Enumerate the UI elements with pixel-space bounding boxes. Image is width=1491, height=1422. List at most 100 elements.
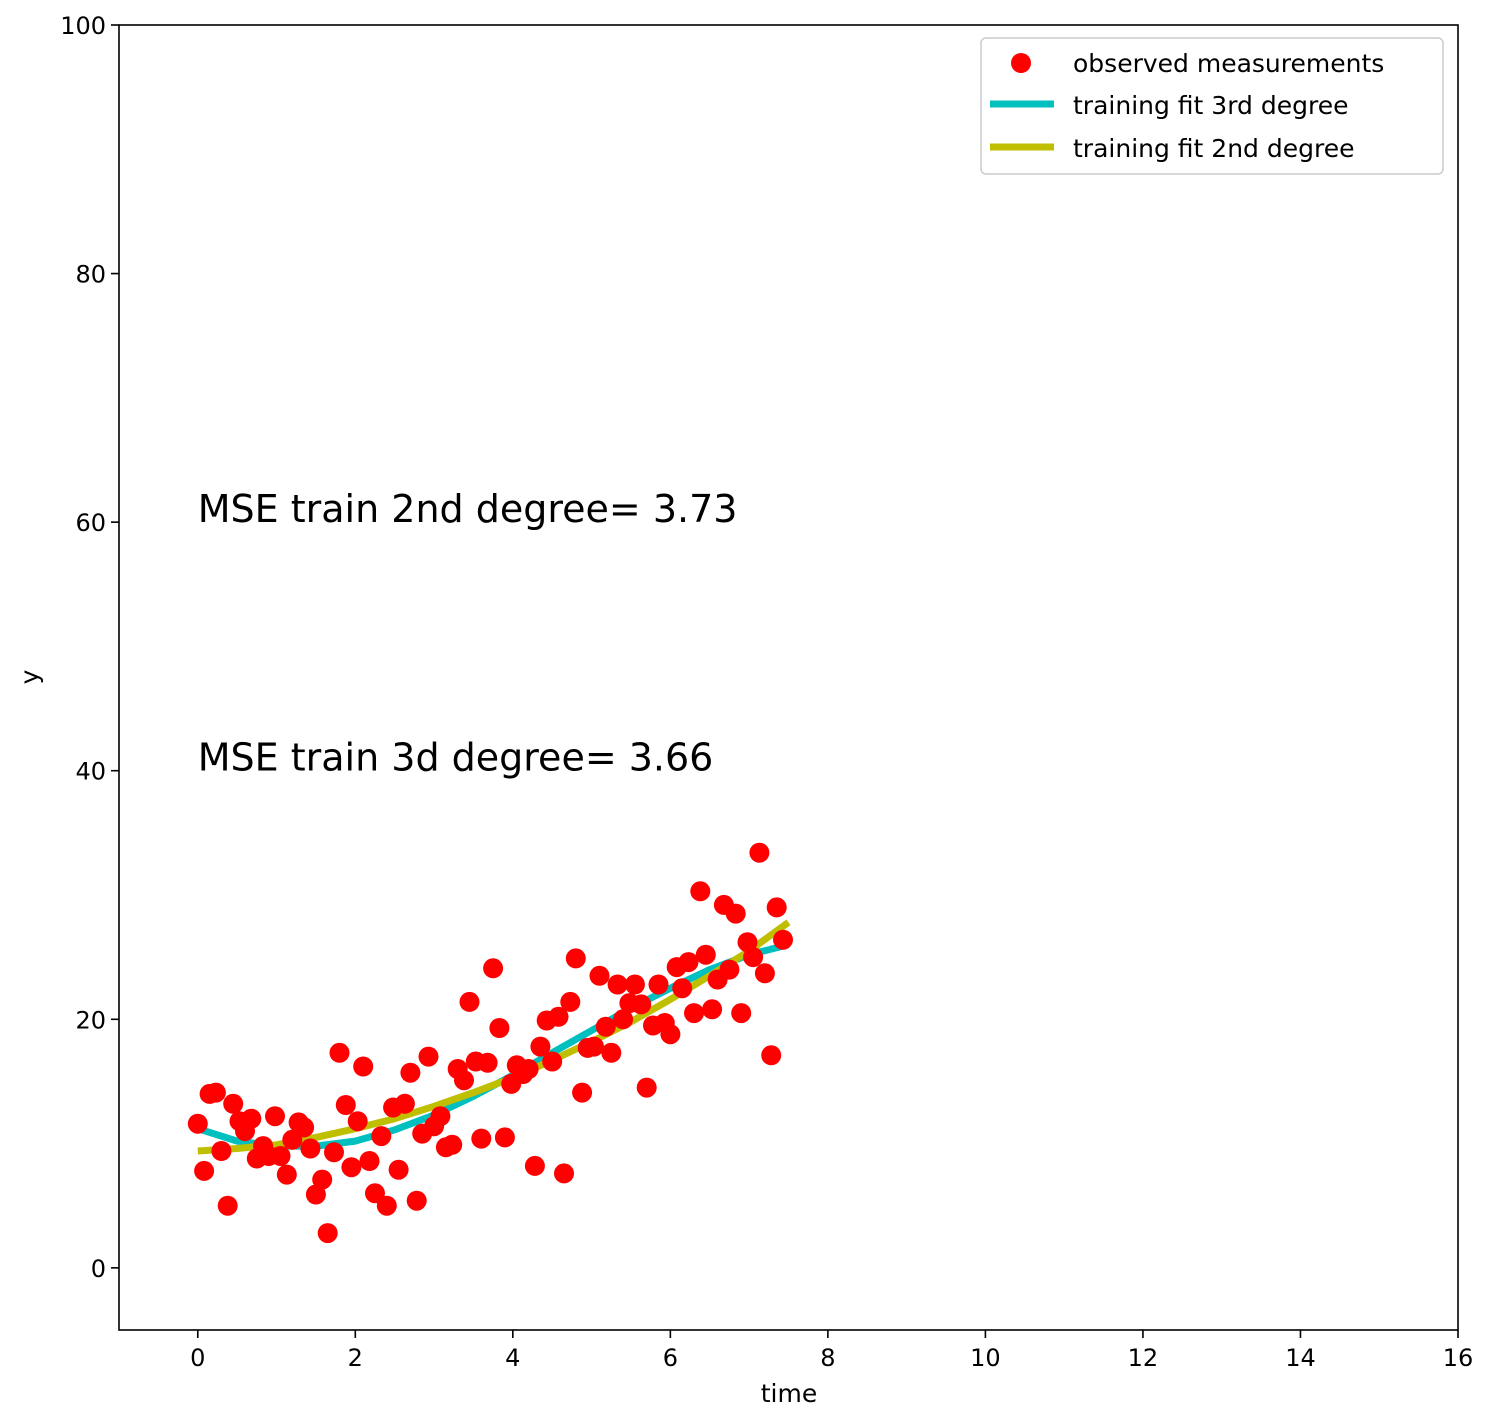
data-point xyxy=(595,1016,616,1037)
data-point xyxy=(702,999,723,1020)
data-point xyxy=(530,1036,551,1057)
data-point xyxy=(773,929,793,950)
data-point xyxy=(341,1157,362,1178)
mse-3rd-degree-annotation: MSE train 3d degree= 3.66 xyxy=(198,736,714,780)
y-tick-label: 40 xyxy=(75,758,106,786)
x-tick-label: 12 xyxy=(1128,1344,1159,1372)
data-point xyxy=(743,947,764,968)
data-point xyxy=(560,991,581,1012)
x-tick-label: 6 xyxy=(663,1344,678,1372)
data-point xyxy=(613,1009,634,1030)
data-point xyxy=(353,1056,374,1077)
data-point xyxy=(400,1062,421,1083)
data-point xyxy=(761,1045,782,1066)
data-point xyxy=(749,842,770,863)
data-point xyxy=(241,1108,262,1129)
legend: observed measurements training fit 3rd d… xyxy=(980,37,1444,175)
x-axis: 0 2 4 6 8 10 12 14 16 xyxy=(190,1330,1473,1372)
data-point xyxy=(205,1082,226,1103)
y-tick-label: 20 xyxy=(75,1006,106,1034)
data-point xyxy=(454,1070,474,1091)
data-point xyxy=(194,1160,215,1181)
data-points-layer xyxy=(187,842,793,1244)
data-point xyxy=(631,994,652,1015)
data-point xyxy=(359,1151,380,1171)
y-tick-label: 80 xyxy=(75,261,106,289)
data-point xyxy=(636,1077,657,1098)
data-point xyxy=(276,1164,297,1185)
x-tick-label: 16 xyxy=(1443,1344,1474,1372)
data-point xyxy=(548,1006,569,1027)
data-point xyxy=(554,1163,574,1184)
data-point xyxy=(406,1190,427,1211)
data-point xyxy=(211,1141,232,1161)
data-point xyxy=(572,1082,593,1103)
data-point xyxy=(589,965,610,986)
data-point xyxy=(459,991,480,1012)
data-point xyxy=(282,1129,303,1150)
x-tick-label: 2 xyxy=(348,1344,363,1372)
data-point xyxy=(365,1183,385,1204)
legend-marker-observed xyxy=(1011,53,1031,73)
x-tick-label: 8 xyxy=(820,1344,835,1372)
data-point xyxy=(418,1046,439,1067)
data-point xyxy=(754,963,775,984)
y-axis-label: y xyxy=(15,669,44,684)
data-point xyxy=(477,1052,498,1073)
data-point xyxy=(442,1134,463,1155)
x-tick-label: 0 xyxy=(190,1344,205,1372)
legend-box xyxy=(980,37,1444,175)
data-point xyxy=(388,1159,409,1180)
data-point xyxy=(565,948,586,969)
data-point xyxy=(624,974,645,995)
data-point xyxy=(430,1106,451,1127)
data-point xyxy=(678,952,699,973)
data-point xyxy=(217,1195,238,1216)
data-point xyxy=(648,974,669,995)
data-point xyxy=(329,1042,350,1063)
data-point xyxy=(371,1126,392,1147)
data-point xyxy=(347,1111,368,1132)
data-point xyxy=(518,1059,539,1079)
legend-label-observed: observed measurements xyxy=(1073,49,1384,78)
data-point xyxy=(376,1195,397,1216)
data-point xyxy=(394,1093,415,1114)
data-point xyxy=(684,1003,704,1024)
legend-label-3rd-degree: training fit 3rd degree xyxy=(1073,91,1348,120)
data-point xyxy=(695,944,716,965)
y-axis: 0 20 40 60 80 100 xyxy=(60,12,119,1283)
data-point xyxy=(719,959,740,980)
x-axis-label: time xyxy=(761,1379,817,1408)
data-point xyxy=(223,1093,244,1114)
x-tick-label: 14 xyxy=(1285,1344,1316,1372)
data-point xyxy=(725,903,746,924)
data-point xyxy=(607,974,628,995)
data-point xyxy=(300,1138,321,1159)
data-point xyxy=(731,1003,752,1024)
data-point xyxy=(524,1155,545,1176)
data-point xyxy=(187,1113,208,1134)
data-point xyxy=(672,978,693,999)
data-point xyxy=(483,958,504,979)
data-point xyxy=(294,1117,315,1138)
data-point xyxy=(489,1018,510,1038)
data-point xyxy=(270,1146,291,1166)
y-tick-label: 100 xyxy=(60,12,106,40)
legend-label-2nd-degree: training fit 2nd degree xyxy=(1073,134,1354,163)
data-point xyxy=(660,1024,681,1045)
x-tick-label: 4 xyxy=(505,1344,520,1372)
data-point xyxy=(494,1127,515,1148)
y-tick-label: 0 xyxy=(91,1255,106,1283)
data-point xyxy=(584,1036,604,1057)
data-point xyxy=(265,1106,285,1127)
data-point xyxy=(324,1142,344,1163)
data-point xyxy=(471,1128,492,1149)
mse-2nd-degree-annotation: MSE train 2nd degree= 3.73 xyxy=(198,487,738,531)
data-point xyxy=(690,881,711,902)
data-point xyxy=(312,1169,333,1190)
plot-frame xyxy=(118,24,1459,1331)
y-tick-label: 60 xyxy=(75,509,106,537)
data-point xyxy=(317,1223,338,1244)
x-tick-label: 10 xyxy=(970,1344,1001,1372)
